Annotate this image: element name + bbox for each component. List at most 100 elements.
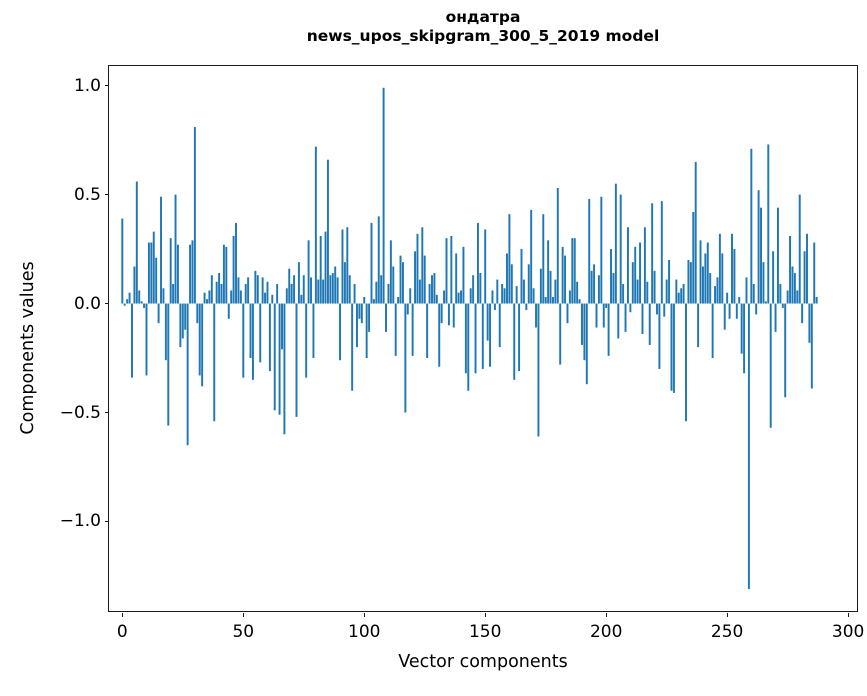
- bar: [457, 292, 460, 304]
- bar: [285, 288, 288, 304]
- bar: [293, 275, 296, 304]
- y-tick-label: 1.0: [73, 75, 101, 96]
- bar: [486, 303, 489, 341]
- bar: [472, 275, 475, 304]
- bar: [612, 273, 615, 304]
- bar: [595, 303, 598, 328]
- bar: [535, 303, 537, 328]
- bar: [452, 303, 455, 328]
- bar: [789, 235, 792, 304]
- bar: [348, 275, 351, 304]
- bar: [801, 303, 804, 324]
- bar: [218, 273, 221, 304]
- chart-title-line-1: ондатра: [445, 8, 521, 26]
- bar: [646, 281, 649, 304]
- bar: [617, 303, 620, 339]
- bar: [774, 303, 777, 332]
- bar: [406, 303, 409, 315]
- bar: [387, 283, 390, 304]
- x-tick-label: 200: [589, 622, 623, 642]
- bar: [706, 242, 709, 304]
- bar: [779, 283, 782, 304]
- bar: [815, 297, 818, 304]
- bar: [462, 246, 465, 304]
- bar: [239, 290, 242, 304]
- bar: [428, 283, 431, 304]
- bar: [711, 303, 714, 359]
- bar: [174, 194, 177, 304]
- bar: [186, 303, 189, 446]
- bar: [537, 303, 540, 437]
- bar: [244, 283, 247, 304]
- bar: [658, 303, 661, 369]
- bar: [522, 279, 525, 304]
- y-tick-label: 0.5: [73, 184, 101, 205]
- bar: [455, 253, 458, 304]
- bar: [385, 303, 387, 332]
- bar: [426, 303, 429, 359]
- bar: [672, 303, 675, 393]
- bar: [510, 264, 513, 304]
- bar: [588, 198, 591, 304]
- bar: [382, 87, 385, 304]
- x-tick-label: 100: [348, 622, 381, 642]
- bar: [363, 297, 366, 304]
- bar: [404, 303, 407, 413]
- bar: [138, 290, 141, 304]
- bar: [772, 251, 775, 304]
- bar: [445, 238, 448, 304]
- bar: [273, 303, 276, 411]
- x-tick-label: 300: [831, 622, 865, 642]
- bar: [399, 255, 402, 304]
- bar: [397, 297, 400, 304]
- bar: [694, 161, 697, 304]
- bar: [701, 266, 704, 304]
- bar: [685, 303, 687, 422]
- bar: [568, 290, 571, 304]
- bar: [401, 262, 404, 304]
- y-tick-mark: [105, 193, 109, 196]
- bar: [447, 303, 450, 326]
- bar: [314, 146, 317, 304]
- bar: [329, 275, 332, 304]
- x-tick-label: 0: [116, 622, 128, 642]
- bar: [324, 231, 327, 304]
- bar: [302, 275, 305, 304]
- bar: [322, 279, 325, 304]
- bar: [689, 262, 692, 304]
- bar: [803, 251, 806, 304]
- bar: [474, 303, 477, 374]
- bar: [573, 238, 576, 304]
- bar: [242, 303, 245, 378]
- bar: [590, 270, 593, 304]
- bar: [530, 209, 533, 304]
- bar: [423, 255, 426, 304]
- bar: [760, 207, 762, 304]
- bar: [501, 283, 504, 304]
- bar: [370, 222, 373, 304]
- bar: [692, 212, 695, 304]
- bar: [757, 190, 760, 304]
- bar: [203, 292, 206, 304]
- bar: [566, 303, 569, 324]
- x-tick-label: 50: [232, 622, 255, 642]
- bar: [152, 231, 155, 304]
- bar: [227, 303, 230, 319]
- bar: [583, 303, 586, 361]
- bar: [283, 303, 286, 435]
- x-tick-mark: [605, 613, 607, 617]
- bar: [222, 244, 225, 304]
- bar: [784, 303, 787, 398]
- bar: [585, 303, 588, 385]
- bar: [726, 292, 729, 304]
- bar: [281, 303, 283, 350]
- bar: [496, 279, 499, 304]
- bar: [680, 288, 683, 304]
- bar: [738, 297, 741, 304]
- bar: [469, 288, 472, 304]
- bar: [418, 279, 421, 304]
- bar: [518, 303, 521, 372]
- bar: [675, 279, 678, 304]
- bar: [411, 303, 414, 356]
